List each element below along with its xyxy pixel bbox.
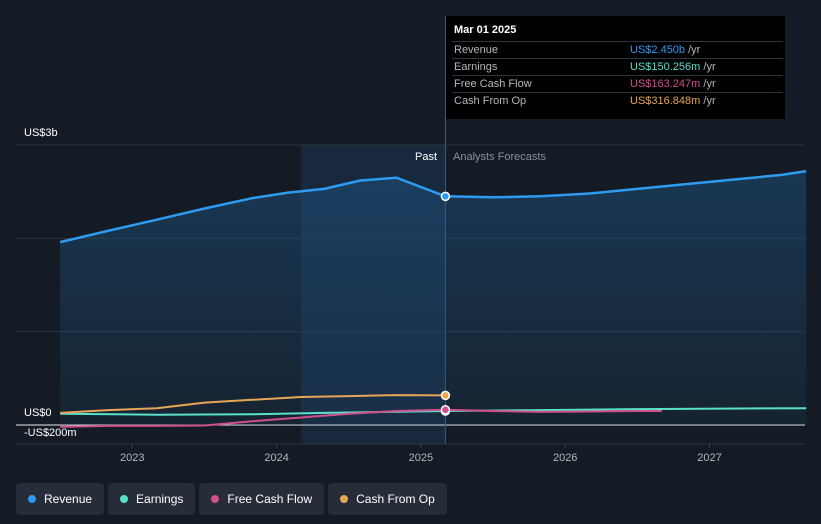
tooltip-row-cfo: Cash From Op US$316.848m /yr (452, 92, 783, 110)
legend-label: Earnings (136, 492, 184, 506)
x-tick-label: 2027 (697, 452, 721, 464)
legend-dot-icon (120, 495, 129, 503)
series-markers (440, 191, 451, 416)
legend-label: Cash From Op (356, 492, 435, 506)
series-lines (59, 169, 807, 428)
series-line-free-cash-flow (60, 408, 662, 428)
tooltip-value: US$150.256m /yr (630, 61, 716, 73)
y-label-zero: US$0 (24, 407, 52, 419)
tooltip-label: Cash From Op (454, 95, 527, 107)
tooltip-label: Free Cash Flow (454, 78, 532, 90)
tooltip-row-fcf: Free Cash Flow US$163.247m /yr (452, 75, 783, 93)
marker-revenue (440, 191, 451, 202)
tooltip-value: US$316.848m /yr (630, 95, 716, 107)
series-line-cash-from-op (60, 394, 446, 414)
legend-label: Free Cash Flow (227, 492, 313, 506)
legend-item-cash-from-op[interactable]: Cash From Op (328, 483, 447, 515)
tooltip-value: US$163.247m /yr (630, 78, 716, 90)
forecast-label: Analysts Forecasts (453, 151, 546, 163)
legend-dot-icon (340, 495, 349, 503)
x-tick-label: 2025 (409, 452, 433, 464)
legend-dot-icon (211, 495, 220, 503)
marker-free-cash-flow (440, 405, 451, 415)
x-tick-label: 2024 (264, 452, 288, 464)
legend-item-earnings[interactable]: Earnings (108, 483, 196, 515)
series-areas (60, 171, 807, 425)
x-axis-ticks: 2023 2024 2025 2026 2027 (120, 444, 722, 464)
legend-item-free-cash-flow[interactable]: Free Cash Flow (199, 483, 325, 515)
y-label-bottom: -US$200m (24, 427, 77, 439)
y-label-top: US$3b (24, 127, 58, 139)
x-tick-label: 2026 (553, 452, 577, 464)
x-tick-label: 2023 (120, 452, 144, 464)
legend-label: Revenue (44, 492, 93, 506)
series-area-revenue (60, 171, 807, 425)
legend-item-revenue[interactable]: Revenue (16, 483, 105, 515)
legend: Revenue Earnings Free Cash Flow Cash Fro… (16, 483, 447, 515)
past-label: Past (415, 151, 437, 163)
tooltip-row-revenue: Revenue US$2.450b /yr (452, 41, 783, 59)
tooltip-row-earnings: Earnings US$150.256m /yr (452, 58, 783, 76)
marker-cash-from-op (440, 390, 451, 401)
legend-dot-icon (28, 495, 36, 503)
tooltip-label: Earnings (454, 61, 498, 73)
tooltip-label: Revenue (454, 44, 499, 56)
tooltip-date: Mar 01 2025 (454, 24, 517, 36)
tooltip: Mar 01 2025 Revenue US$2.450b /yr Earnin… (446, 16, 785, 119)
tooltip-value: US$2.450b /yr (630, 44, 701, 56)
series-line-revenue (59, 169, 807, 244)
